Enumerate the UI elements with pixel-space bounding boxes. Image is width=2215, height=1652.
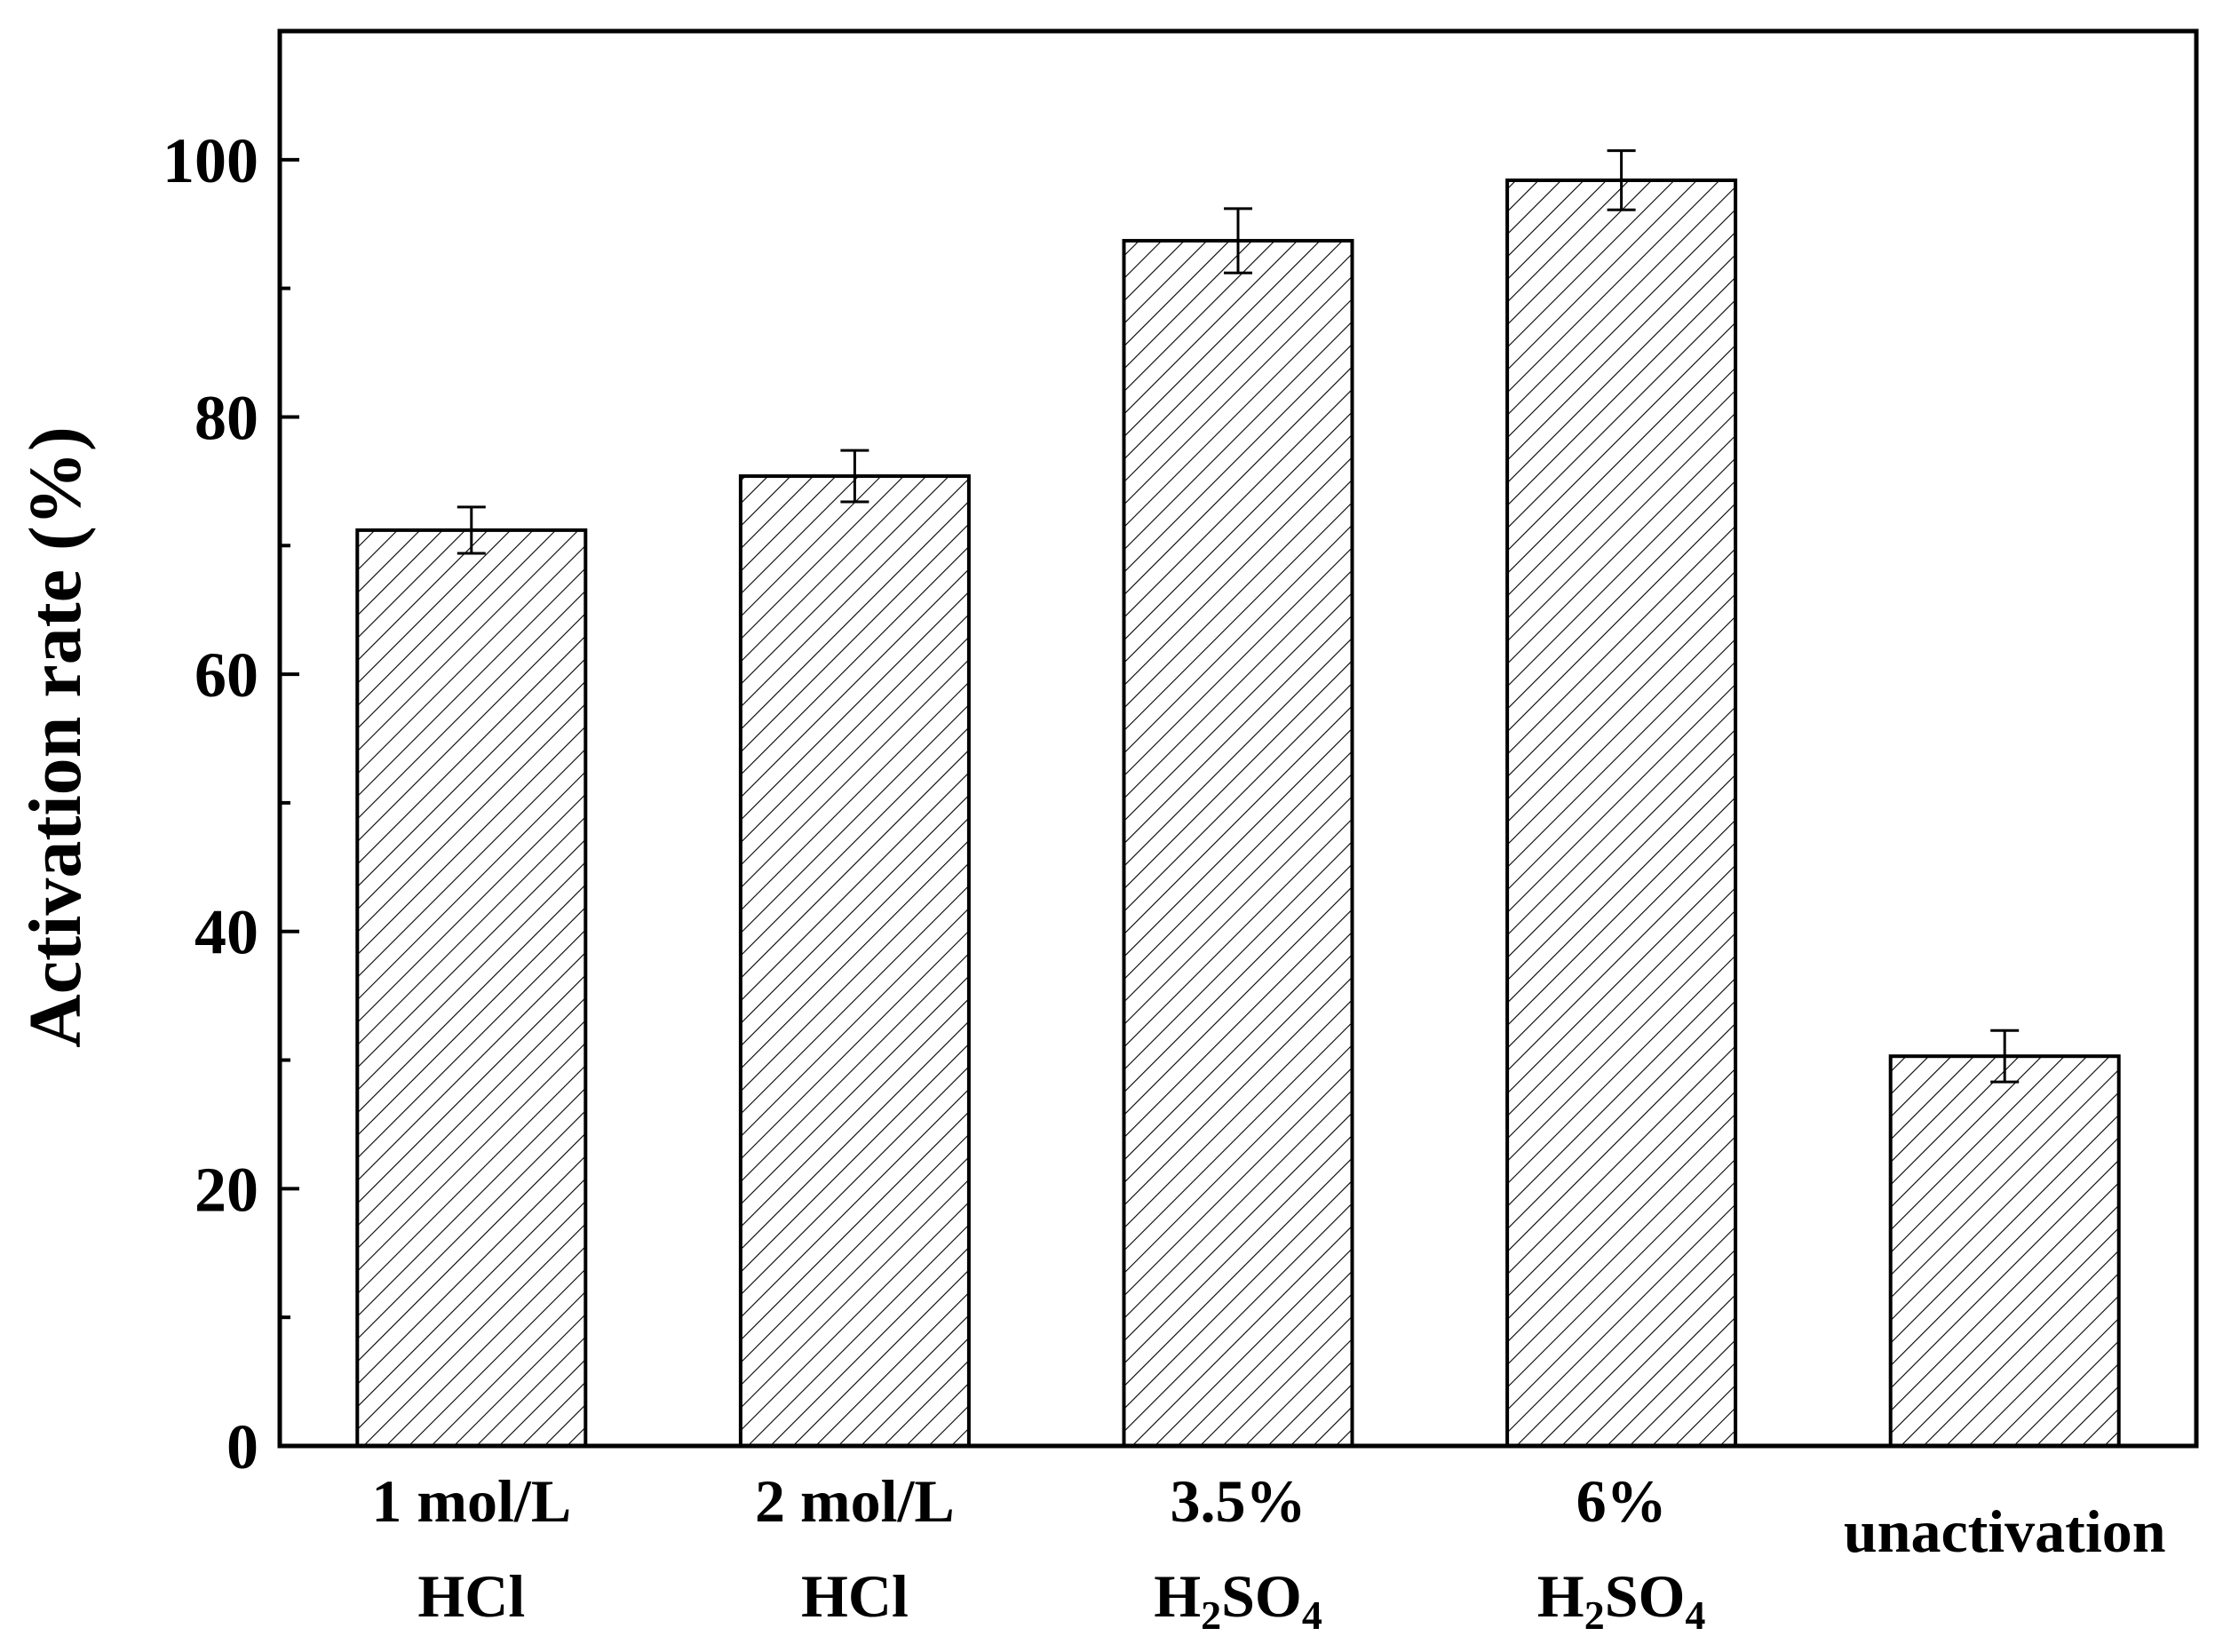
bar (1888, 1054, 2121, 1449)
error-bars (456, 149, 2020, 1084)
y-tick-label: 40 (195, 897, 258, 968)
y-tick-label: 0 (226, 1411, 258, 1482)
y-tick-label: 20 (195, 1154, 258, 1225)
y-axis-label: Activation rate (%) (14, 426, 97, 1048)
x-category-label: 6% (1576, 1467, 1667, 1535)
x-category-label: 2 mol/L (755, 1467, 955, 1535)
bar (738, 474, 971, 1448)
x-category-label: 1 mol/L (371, 1467, 571, 1535)
x-category-formula: H2SO4 (1537, 1562, 1706, 1638)
x-category-label-line2: HCl (801, 1562, 909, 1630)
bar (1122, 239, 1354, 1449)
plot-frame (277, 28, 2199, 1449)
x-category-formula: H2SO4 (1154, 1562, 1322, 1638)
y-axis-ticks: 0 20 40 60 80 100 (163, 125, 299, 1482)
x-category-label: unactivation (1844, 1497, 2166, 1565)
y-tick-label: 100 (163, 125, 258, 196)
bars (355, 178, 2121, 1449)
x-category-label-line2: HCl (417, 1562, 525, 1630)
x-axis-labels: 1 mol/L HCl 2 mol/L HCl 3.5% H2SO4 6% H2SO4 unac… (371, 1467, 2165, 1638)
y-tick-label: 60 (195, 639, 258, 711)
bar (355, 528, 588, 1448)
y-tick-label: 80 (195, 382, 258, 453)
x-category-label: 3.5% (1171, 1467, 1306, 1535)
bar (1505, 178, 1738, 1448)
